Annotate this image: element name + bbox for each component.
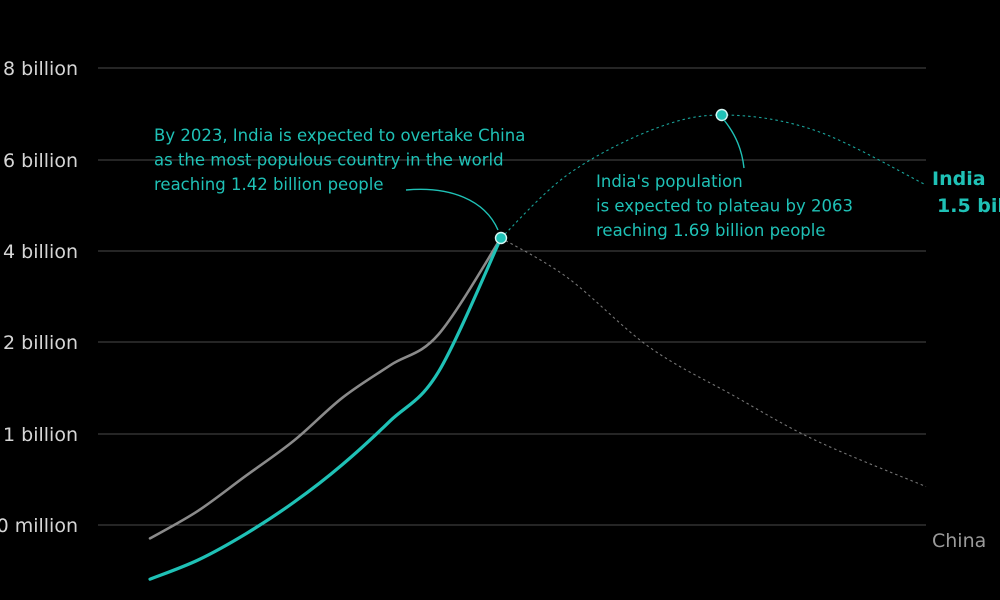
annotation-overtake-line: as the most populous country in the worl…: [154, 151, 504, 170]
y-tick-label: 6 billion: [3, 150, 78, 172]
china-historical-line: [148, 236, 503, 540]
annotation-leader-line: [723, 119, 745, 169]
annotations: By 2023, India is expected to overtake C…: [154, 119, 853, 240]
india-historical-line: [148, 236, 503, 581]
gridlines: [98, 67, 926, 526]
highlight-point: [715, 108, 728, 122]
annotation-overtake-line: By 2023, India is expected to overtake C…: [154, 126, 525, 145]
india-projection-line: [500, 114, 927, 239]
y-tick-label: 2 billion: [3, 332, 78, 354]
highlight-point: [494, 231, 508, 245]
annotation-leader-line: [405, 188, 499, 231]
annotation-plateau-line: reaching 1.69 billion people: [596, 221, 826, 240]
y-tick-label: 0 million: [0, 515, 78, 537]
y-tick-label: 4 billion: [3, 241, 78, 263]
india-series-label: India: [932, 168, 986, 190]
series-end-labels: India 1.5 bil China: [932, 168, 1000, 552]
india-end-value-label: 1.5 bil: [937, 195, 1000, 217]
y-tick-label: 8 billion: [3, 58, 78, 80]
y-tick-label: 1 billion: [3, 424, 78, 446]
annotation-plateau-line: is expected to plateau by 2063: [596, 197, 853, 216]
series-lines: [148, 108, 927, 581]
china-projection-line: [500, 237, 927, 488]
annotation-plateau-line: India's population: [596, 172, 743, 191]
y-axis-tick-labels: 0 million 1 billion 2 billion 4 billion 6 bi…: [0, 58, 78, 537]
china-series-label: China: [932, 530, 986, 552]
annotation-overtake-line: reaching 1.42 billion people: [154, 175, 384, 194]
